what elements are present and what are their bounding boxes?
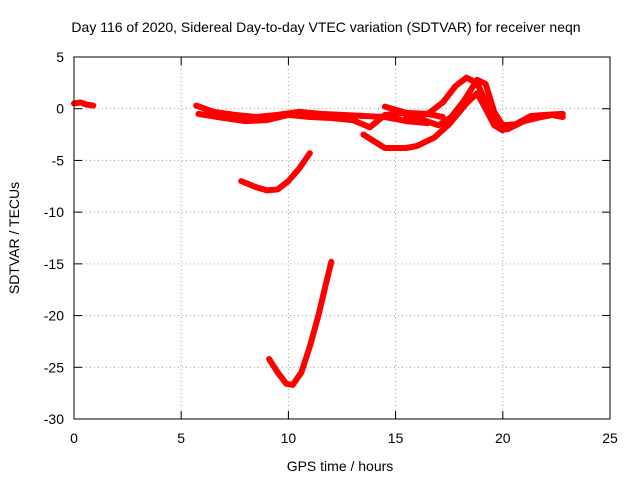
- y-tick-label: 5: [56, 49, 64, 65]
- x-tick-label: 10: [281, 430, 297, 446]
- y-tick-label: 0: [56, 101, 64, 117]
- y-tick-label: -15: [44, 256, 64, 272]
- series-line-arc-7: [238, 150, 313, 194]
- x-tick-label: 20: [495, 430, 511, 446]
- series-line-arc-6: [403, 74, 566, 133]
- series-line-arc-1: [71, 99, 97, 109]
- y-tick-label: -20: [44, 308, 64, 324]
- y-tick-label: -30: [44, 411, 64, 427]
- series-line-arc-8: [266, 258, 335, 388]
- x-tick-label: 0: [70, 430, 78, 446]
- series-line-arc-2: [193, 102, 431, 127]
- y-axis-label: SDTVAR / TECUs: [6, 182, 22, 294]
- ticks: 0 5 10 15 20 25 5 0 -5 -10 -15 -20 -25 -30: [44, 49, 618, 446]
- chart-title: Day 116 of 2020, Sidereal Day-to-day VTE…: [71, 19, 580, 35]
- y-tick-label: -25: [44, 359, 64, 375]
- x-tick-label: 15: [388, 430, 404, 446]
- series-layer: [71, 74, 566, 388]
- y-tick-label: -5: [52, 152, 65, 168]
- x-tick-label: 5: [177, 430, 185, 446]
- plot-frame: [73, 56, 611, 420]
- y-tick-label: -10: [44, 204, 64, 220]
- x-tick-label: 25: [602, 430, 618, 446]
- x-axis-label: GPS time / hours: [287, 458, 394, 474]
